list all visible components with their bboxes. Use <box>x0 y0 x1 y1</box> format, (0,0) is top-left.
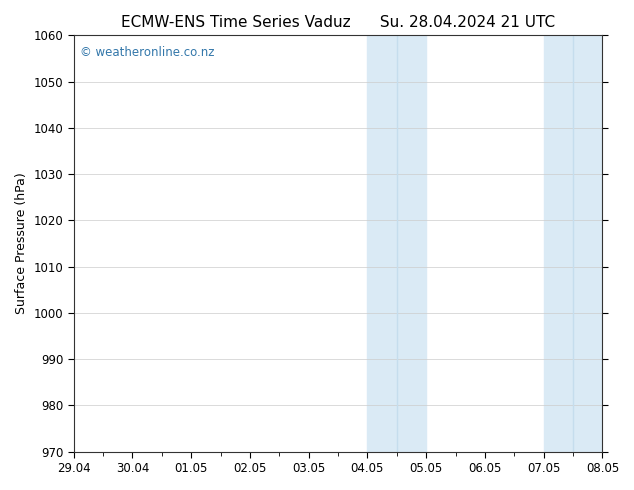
Bar <box>543 35 602 452</box>
Title: ECMW-ENS Time Series Vaduz      Su. 28.04.2024 21 UTC: ECMW-ENS Time Series Vaduz Su. 28.04.202… <box>121 15 555 30</box>
Bar <box>368 35 426 452</box>
Text: © weatheronline.co.nz: © weatheronline.co.nz <box>80 46 214 59</box>
Y-axis label: Surface Pressure (hPa): Surface Pressure (hPa) <box>15 172 28 314</box>
